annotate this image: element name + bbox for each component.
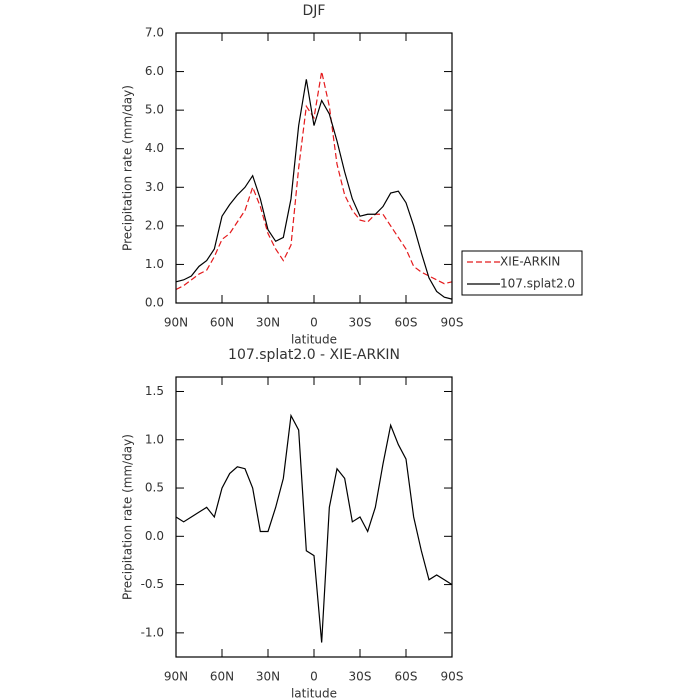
data-line [175,71,453,291]
x-tick-label: 60N [210,670,234,684]
y-tick-label: 1.0 [145,257,164,271]
y-axis-label: Precipitation rate (mm/day) [121,85,135,251]
x-tick-label: 60S [395,670,418,684]
x-tick-label: 90N [164,316,188,330]
x-tick-label: 90S [441,316,464,330]
x-tick-label: 90N [164,670,188,684]
x-tick-label: 0 [310,316,318,330]
y-axis-label: Precipitation rate (mm/day) [121,434,135,600]
y-tick-label: 1.0 [145,432,164,446]
y-tick-label: 7.0 [145,26,164,40]
y-tick-label: -0.5 [141,577,164,591]
x-tick-label: 30N [256,670,280,684]
x-axis-label: latitude [291,333,337,347]
y-tick-label: 3.0 [145,180,164,194]
plot-frame [175,376,453,658]
y-tick-label: -1.0 [141,625,164,639]
y-tick-label: 4.0 [145,141,164,155]
y-tick-label: 2.0 [145,218,164,232]
x-tick-label: 0 [310,670,318,684]
legend-label: XIE-ARKIN [500,255,560,269]
x-tick-label: 60N [210,316,234,330]
chart-title: DJF [303,3,326,19]
legend-label: 107.splat2.0 [500,277,575,291]
x-tick-label: 60S [395,316,418,330]
y-tick-label: 0.5 [145,481,164,495]
data-line [175,413,453,643]
data-line [175,79,453,300]
chart-title: 107.splat2.0 - XIE-ARKIN [228,347,400,363]
legend-box [461,250,583,296]
x-axis-label: latitude [291,687,337,700]
x-tick-label: 30S [349,670,372,684]
plot-frame [175,32,453,304]
y-tick-label: 6.0 [145,64,164,78]
x-tick-label: 90S [441,670,464,684]
y-tick-label: 1.5 [145,384,164,398]
x-tick-label: 30S [349,316,372,330]
y-tick-label: 0.0 [145,529,164,543]
x-tick-label: 30N [256,316,280,330]
y-tick-label: 0.0 [145,296,164,310]
y-tick-label: 5.0 [145,103,164,117]
